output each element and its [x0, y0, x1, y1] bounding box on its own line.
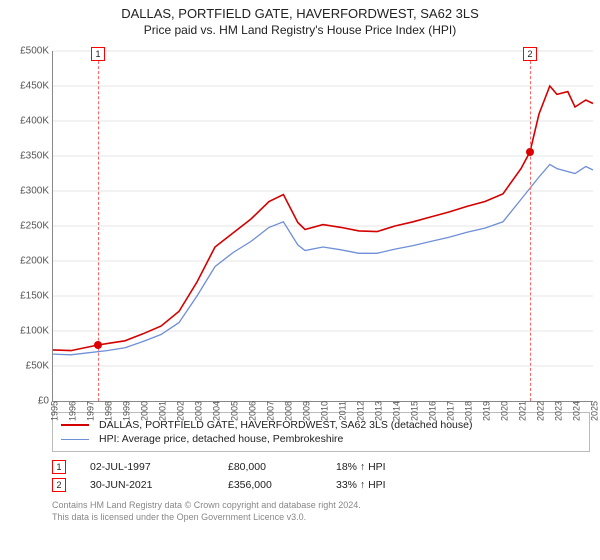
footnote-line: Contains HM Land Registry data © Crown c… — [52, 500, 572, 512]
x-axis-tick-label: 1998 — [101, 401, 114, 421]
x-axis-tick-label: 2021 — [515, 401, 528, 421]
event-marker-box: 1 — [91, 47, 105, 61]
legend-label: HPI: Average price, detached house, Pemb… — [99, 433, 343, 445]
footnote-line: This data is licensed under the Open Gov… — [52, 512, 572, 524]
x-axis-tick-label: 2012 — [353, 401, 366, 421]
x-axis-tick-label: 2019 — [479, 401, 492, 421]
event-date: 30-JUN-2021 — [90, 479, 210, 491]
event-dot — [526, 148, 534, 156]
x-axis-tick-label: 2006 — [245, 401, 258, 421]
x-axis-tick-label: 2011 — [335, 401, 348, 420]
y-axis-tick-label: £100K — [20, 326, 53, 337]
y-axis-tick-label: £450K — [20, 81, 53, 92]
x-axis-tick-label: 2014 — [389, 401, 402, 421]
x-axis-tick-label: 2017 — [443, 401, 456, 421]
x-axis-tick-label: 1996 — [65, 401, 78, 421]
event-marker: 2 — [52, 478, 66, 492]
x-axis-tick-label: 2007 — [263, 401, 276, 421]
y-axis-tick-label: £400K — [20, 116, 53, 127]
series-subject — [53, 86, 593, 351]
x-axis-tick-label: 2024 — [569, 401, 582, 421]
x-axis-tick-label: 2022 — [533, 401, 546, 421]
x-axis-tick-label: 2003 — [191, 401, 204, 421]
y-axis-tick-label: £500K — [20, 46, 53, 57]
y-axis-tick-label: £150K — [20, 291, 53, 302]
line-chart: £0£50K£100K£150K£200K£250K£300K£350K£400… — [52, 51, 593, 402]
x-axis-tick-label: 2009 — [299, 401, 312, 421]
event-marker: 1 — [52, 460, 66, 474]
x-axis-tick-label: 2001 — [155, 401, 168, 421]
series-hpi — [53, 164, 593, 354]
y-axis-tick-label: £50K — [26, 361, 53, 372]
y-axis-tick-label: £300K — [20, 186, 53, 197]
event-delta: 33% ↑ HPI — [336, 479, 456, 491]
chart-subtitle: Price paid vs. HM Land Registry's House … — [10, 23, 590, 37]
x-axis-tick-label: 2013 — [371, 401, 384, 421]
legend-swatch — [61, 439, 89, 440]
x-axis-tick-label: 2002 — [173, 401, 186, 421]
legend-swatch — [61, 424, 89, 426]
x-axis-tick-label: 2000 — [137, 401, 150, 421]
y-axis-tick-label: £200K — [20, 256, 53, 267]
x-axis-tick-label: 2005 — [227, 401, 240, 421]
event-row: 1 02-JUL-1997 £80,000 18% ↑ HPI — [52, 458, 572, 476]
x-axis-tick-label: 2018 — [461, 401, 474, 421]
x-axis-tick-label: 2008 — [281, 401, 294, 421]
x-axis-tick-label: 2023 — [551, 401, 564, 421]
x-axis-tick-label: 1997 — [83, 401, 96, 421]
x-axis-tick-label: 2004 — [209, 401, 222, 421]
x-axis-tick-label: 2020 — [497, 401, 510, 421]
legend-item-hpi: HPI: Average price, detached house, Pemb… — [61, 432, 581, 446]
event-dot — [94, 341, 102, 349]
x-axis-tick-label: 2010 — [317, 401, 330, 421]
x-axis-tick-label: 2015 — [407, 401, 420, 421]
event-date: 02-JUL-1997 — [90, 461, 210, 473]
y-axis-tick-label: £350K — [20, 151, 53, 162]
footnote: Contains HM Land Registry data © Crown c… — [52, 500, 572, 523]
x-axis-tick-label: 1995 — [47, 401, 60, 421]
event-table: 1 02-JUL-1997 £80,000 18% ↑ HPI 2 30-JUN… — [52, 458, 572, 494]
event-price: £80,000 — [228, 461, 318, 473]
y-axis-tick-label: £250K — [20, 221, 53, 232]
event-delta: 18% ↑ HPI — [336, 461, 456, 473]
event-vline — [530, 51, 531, 401]
chart-title: DALLAS, PORTFIELD GATE, HAVERFORDWEST, S… — [10, 6, 590, 21]
x-axis-tick-label: 2025 — [587, 401, 600, 421]
event-row: 2 30-JUN-2021 £356,000 33% ↑ HPI — [52, 476, 572, 494]
x-axis-tick-label: 2016 — [425, 401, 438, 421]
event-price: £356,000 — [228, 479, 318, 491]
event-marker-box: 2 — [523, 47, 537, 61]
x-axis-tick-label: 1999 — [119, 401, 132, 421]
chart-svg — [53, 51, 593, 401]
